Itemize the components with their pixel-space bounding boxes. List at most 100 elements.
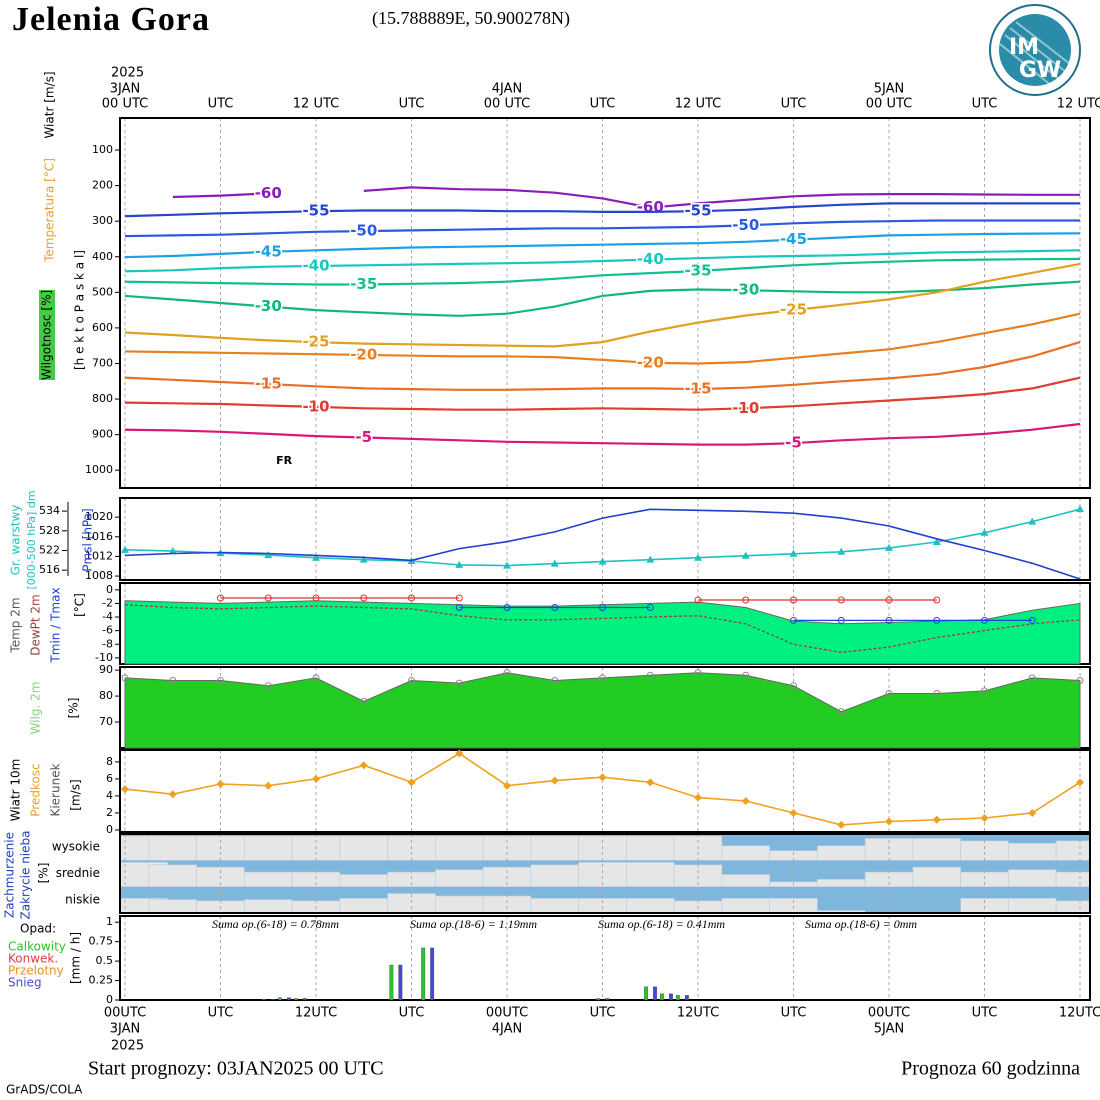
bottom-time-label: 12UTC [1059, 1006, 1100, 1021]
cloud-bar [435, 869, 484, 887]
isotherm-label: -40 [637, 250, 664, 268]
legend-entry: Konwek. [8, 952, 58, 966]
axis-label: Kierunek [49, 763, 63, 816]
top-time-label: 00 UTC [102, 97, 148, 112]
isotherm-label: -50 [732, 216, 759, 234]
precip-sum: Suma op.(18-6) = 1.19mm [410, 917, 537, 931]
series-line [220, 597, 937, 601]
top-time-label: UTC [399, 97, 425, 112]
pressure-tick-label: 600 [92, 321, 113, 334]
pressure-tick-label: 1000 [85, 463, 113, 476]
point-marker [980, 814, 989, 823]
point-marker [981, 616, 988, 624]
point-marker [933, 616, 941, 624]
precip-bar [398, 964, 403, 1001]
point-marker [168, 790, 177, 799]
axis-label: [000-500 hPa] dm [25, 490, 38, 589]
point-marker [646, 604, 654, 612]
logo-text: IM [1009, 35, 1039, 60]
axis-label: DewPt 2m [29, 594, 43, 656]
isotherm-label: -30 [255, 297, 282, 315]
credit: GrADS/COLA [6, 1083, 83, 1097]
point-marker [885, 689, 893, 697]
precip-tick-label: 0.75 [89, 935, 114, 948]
top-time-label: 12 UTC [675, 97, 721, 112]
point-marker [598, 557, 607, 565]
bottom-time-label: UTC [781, 1006, 807, 1021]
point-marker [359, 555, 368, 563]
panel-frame [119, 497, 1091, 581]
wind-tick-label: 6 [106, 772, 113, 785]
thickness-tick-label: 522 [39, 543, 60, 556]
point-marker [837, 596, 845, 604]
point-marker [503, 604, 511, 612]
isotherm [124, 280, 1081, 317]
top-time-label: UTC [781, 97, 807, 112]
point-marker [1028, 517, 1037, 525]
precip-bar [644, 986, 648, 1001]
axis-label: [°C] [73, 593, 87, 617]
point-marker [933, 596, 941, 604]
precip-tick-label: 0 [106, 993, 113, 1006]
axis-label: [mm / h] [69, 932, 83, 984]
point-marker [408, 677, 415, 684]
y-tick-label: -8 [102, 637, 113, 650]
precip-bar [653, 986, 657, 1001]
cloud-bar [1055, 871, 1091, 887]
point-marker [789, 549, 798, 557]
isotherm-label: -5 [355, 428, 372, 446]
point-marker [360, 594, 368, 602]
point-marker [550, 776, 559, 785]
bottom-time-label: UTC [590, 1006, 616, 1021]
point-marker [264, 682, 272, 690]
isotherm-label: -25 [780, 301, 807, 319]
point-marker [1076, 677, 1084, 684]
point-marker [837, 820, 846, 829]
pressure-tick-label: 1012 [85, 549, 113, 562]
point-marker [885, 596, 893, 604]
panel-background [120, 750, 1090, 832]
cloud-bar [339, 898, 388, 914]
point-marker [885, 543, 893, 551]
wind-tick-label: 0 [106, 823, 113, 836]
isotherm-label: -5 [785, 434, 802, 452]
precip-sum: Suma op.(6-18) = 0.41mm [598, 917, 725, 931]
point-marker [646, 671, 654, 679]
point-marker [932, 537, 941, 545]
point-marker [1076, 505, 1084, 513]
point-marker [790, 596, 797, 604]
bottom-time-label: 12UTC [677, 1006, 719, 1021]
axis-label: [%] [37, 863, 51, 884]
cloud-bar [960, 840, 1009, 861]
bottom-date-label: 4JAN [492, 1022, 523, 1037]
wind-tick-label: 8 [106, 755, 113, 768]
point-marker [121, 545, 129, 553]
bottom-time-label: 12UTC [295, 1006, 337, 1021]
cloud-bar [148, 864, 197, 887]
point-marker [789, 808, 798, 817]
point-marker [216, 780, 225, 789]
point-marker [168, 547, 177, 555]
isotherm-label: -20 [637, 353, 664, 371]
bottom-time-label: UTC [208, 1006, 234, 1021]
isotherm [172, 186, 1080, 209]
point-marker [121, 785, 129, 794]
point-marker [503, 781, 511, 790]
point-marker [646, 778, 655, 787]
y-tick-label: 80 [99, 689, 113, 702]
precip-bar [596, 998, 601, 1001]
thickness-tick-label: 516 [39, 563, 60, 576]
point-marker [455, 749, 464, 758]
pressure-tick-label: 1008 [85, 569, 113, 582]
pressure-tick-label: 400 [92, 250, 113, 263]
point-marker [217, 594, 224, 602]
precip-bar [287, 997, 291, 1001]
legend-title: Opad: [20, 922, 56, 936]
pressure-tick-label: 1020 [85, 510, 113, 523]
top-time-label: UTC [972, 97, 998, 112]
pressure-tick-label: 1016 [85, 530, 113, 543]
cloud-bar [817, 845, 866, 861]
isotherm [124, 422, 1081, 446]
precip-bar [278, 997, 282, 1001]
